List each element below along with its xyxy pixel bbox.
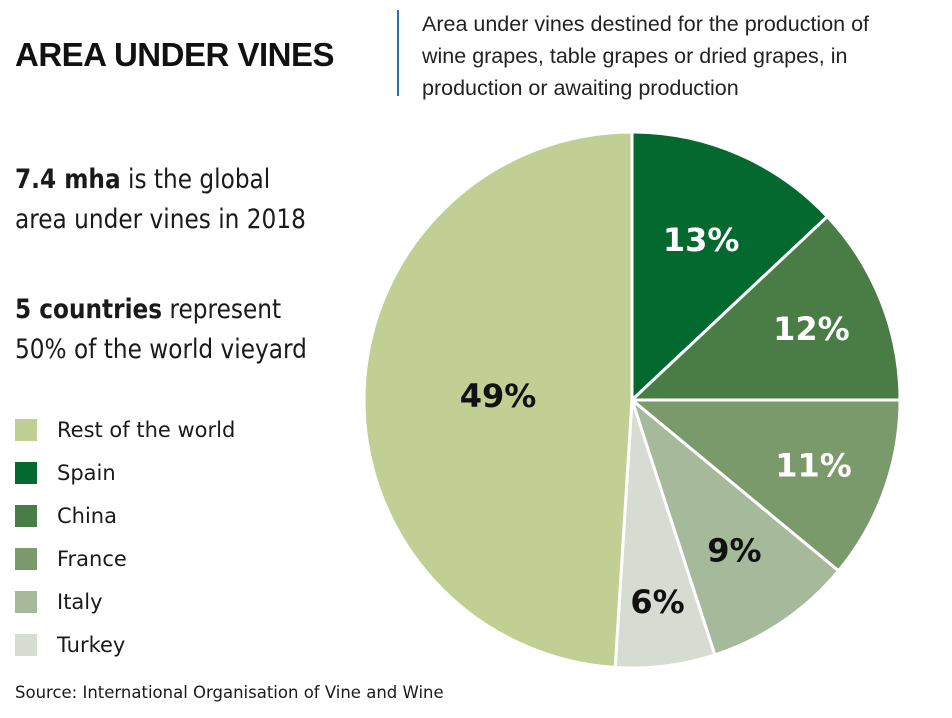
pie-label-spain: 13% [663, 221, 740, 259]
legend-label: Turkey [57, 632, 126, 657]
subtitle-line: Area under vines destined for the produc… [422, 12, 870, 36]
legend-swatch [15, 461, 37, 484]
legend-label: Rest of the world [57, 417, 236, 442]
source-note: Source: International Organisation of Vi… [15, 683, 444, 702]
stat-text: area under vines in 2018 [15, 204, 306, 235]
pie-slice-china [630, 215, 902, 402]
legend-item: Spain [15, 451, 235, 494]
legend-swatch [15, 547, 37, 570]
legend-item: Rest of the world [15, 408, 235, 451]
stat-highlight: 5 countries [15, 294, 163, 325]
stat-text: represent [162, 294, 282, 325]
pie-slice-france [630, 398, 902, 573]
legend-swatch [15, 418, 37, 441]
pie-slice-spain [630, 130, 829, 402]
legend-item: France [15, 537, 235, 580]
subtitle-line: wine grapes, table grapes or dried grape… [422, 44, 848, 68]
stat-top-countries: 5 countries represent 50% of the world v… [15, 290, 307, 370]
chart-legend: Rest of the world Spain China France Italy Tu… [15, 408, 235, 666]
stat-highlight: 7.4 mha [15, 164, 121, 195]
legend-item: China [15, 494, 235, 537]
legend-label: China [57, 503, 117, 528]
pie-label-china: 12% [773, 310, 850, 348]
legend-swatch [15, 590, 37, 613]
legend-label: Italy [57, 589, 103, 614]
pie-label-france: 11% [775, 446, 852, 484]
legend-label: Spain [57, 460, 116, 485]
pie-slice-italy [630, 398, 840, 657]
pie-slice-rest-of-the-world [362, 130, 634, 669]
stat-text: 50% of the world vieyard [15, 334, 307, 365]
pie-label-italy: 9% [707, 532, 761, 570]
pie-label-rest-of-the-world: 49% [460, 377, 537, 415]
title-divider [397, 10, 399, 96]
legend-label: France [57, 546, 127, 571]
stat-global-area: 7.4 mha is the global area under vines i… [15, 160, 306, 240]
chart-subtitle: Area under vines destined for the produc… [422, 8, 947, 104]
subtitle-line: production or awaiting production [422, 76, 739, 100]
legend-swatch [15, 633, 37, 656]
legend-swatch [15, 504, 37, 527]
pie-label-turkey: 6% [630, 583, 684, 621]
stat-text: is the global [120, 164, 271, 195]
page-title: AREA UNDER VINES [15, 36, 335, 73]
legend-item: Italy [15, 580, 235, 623]
legend-item: Turkey [15, 623, 235, 666]
